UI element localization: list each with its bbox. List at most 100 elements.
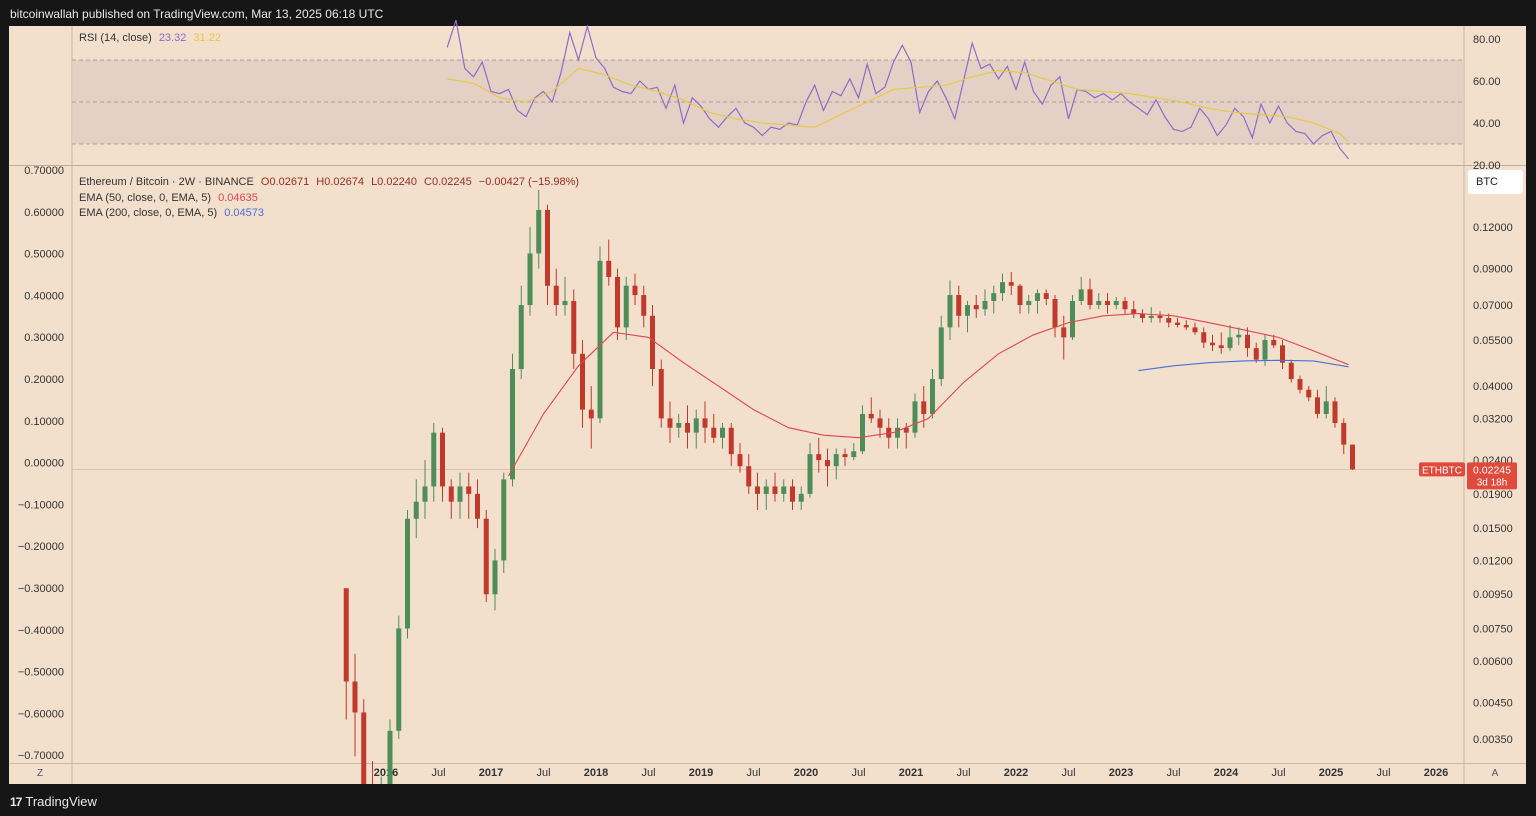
candle <box>938 315 944 387</box>
time-axis-tick: 2016 <box>374 767 398 779</box>
candle-body <box>720 427 725 438</box>
candle <box>448 479 454 519</box>
candle <box>965 300 970 333</box>
candle <box>1087 278 1093 310</box>
candle-body <box>361 712 367 788</box>
candle-body <box>1253 348 1259 360</box>
left-axis-tick: −0.50000 <box>18 667 64 679</box>
candle-body <box>580 353 585 410</box>
price-axis-tick: 0.03200 <box>1473 413 1513 425</box>
ohlc-high: H0.02674 <box>316 176 364 188</box>
candle <box>545 204 550 306</box>
rsi-ma-legend-value: 31.22 <box>193 32 221 44</box>
candle <box>833 448 839 480</box>
time-axis-tick: 2018 <box>584 767 608 779</box>
candle-body <box>422 486 428 502</box>
candle <box>1008 271 1014 296</box>
candle <box>1280 339 1285 370</box>
candle <box>1201 327 1207 349</box>
candle-body <box>1008 282 1014 286</box>
candle <box>1350 444 1355 471</box>
candle-body <box>641 295 647 316</box>
candle <box>352 653 358 757</box>
candle-body <box>702 418 708 428</box>
time-axis-tick: 2019 <box>689 767 713 779</box>
candle <box>737 442 743 473</box>
candle <box>1218 332 1224 354</box>
candle-body <box>781 486 787 494</box>
candle-body <box>658 369 664 419</box>
candle <box>650 305 655 387</box>
corner-a-label: A <box>1492 768 1499 779</box>
candle <box>956 285 962 328</box>
left-axis-tick: −0.40000 <box>18 625 64 637</box>
candle-body <box>501 479 507 561</box>
candle-body <box>343 588 349 682</box>
price-axis-tick: 0.04000 <box>1473 381 1513 393</box>
chart-frame[interactable] <box>9 26 1526 784</box>
candle <box>562 276 568 316</box>
publisher-info: bitcoinwallah published on TradingView.c… <box>10 7 384 21</box>
candle <box>1175 318 1180 328</box>
candle-body <box>1262 339 1268 360</box>
ema50-legend: EMA (50, close, 0, EMA, 5) 0.04635 <box>79 192 262 204</box>
candle-body <box>1105 300 1110 306</box>
rsi-axis-tick: 60.00 <box>1473 76 1501 88</box>
left-axis-tick: 0.20000 <box>24 374 64 386</box>
candle-body <box>1122 300 1128 310</box>
currency-button[interactable]: BTC <box>1468 170 1523 194</box>
candle-body <box>1035 293 1040 301</box>
candle <box>1017 283 1023 314</box>
candle-body <box>352 681 358 713</box>
candle <box>1043 289 1049 306</box>
time-axis-tick: Jul <box>641 767 655 779</box>
ohlc-change: −0.00427 (−15.98%) <box>478 176 580 188</box>
time-axis-tick: Jul <box>956 767 970 779</box>
candle-body <box>1341 422 1347 445</box>
candle-body <box>1271 339 1277 346</box>
candle-body <box>387 730 393 800</box>
candle <box>895 418 900 449</box>
price-tag-symbol-bg <box>1419 462 1465 477</box>
tradingview-brand[interactable]: 17 TradingView <box>10 794 97 809</box>
candle <box>1262 334 1268 366</box>
candle-body <box>667 418 673 428</box>
candle <box>658 359 664 428</box>
candle-body <box>571 300 577 354</box>
rsi-legend-label: RSI (14, close) <box>79 32 152 44</box>
candle-body <box>868 413 874 419</box>
candle-body <box>623 285 629 328</box>
candle <box>1315 389 1320 419</box>
candle <box>457 472 463 519</box>
left-axis-tick: 0.40000 <box>24 290 64 302</box>
candle-body <box>790 486 795 502</box>
candle-body <box>1350 444 1355 470</box>
candle <box>711 413 717 443</box>
candle-body <box>1183 324 1189 328</box>
candle <box>1105 293 1110 314</box>
candle-body <box>475 493 480 519</box>
time-axis-tick: 2024 <box>1214 767 1239 779</box>
candle-body <box>851 451 857 458</box>
candle <box>1306 386 1312 402</box>
candle-body <box>615 276 620 328</box>
candle-body <box>877 418 883 428</box>
candle-body <box>1280 345 1285 363</box>
candle <box>615 268 620 340</box>
left-axis-tick: 0.50000 <box>24 249 64 261</box>
candle-body <box>763 486 769 494</box>
price-axis-tick: 0.05500 <box>1473 335 1513 347</box>
left-axis-tick: −0.60000 <box>18 708 64 720</box>
rsi-ma-line <box>447 67 1349 143</box>
candle <box>860 405 865 455</box>
ema200-legend-value: 0.04573 <box>224 207 264 219</box>
price-axis-tick: 0.00350 <box>1473 734 1513 746</box>
candle-body <box>860 413 865 452</box>
candle <box>580 339 585 428</box>
time-axis-tick: Jul <box>536 767 550 779</box>
candle <box>763 479 769 510</box>
price-axis-tick: 0.09000 <box>1473 264 1513 276</box>
price-tag-value-bg <box>1467 462 1517 490</box>
